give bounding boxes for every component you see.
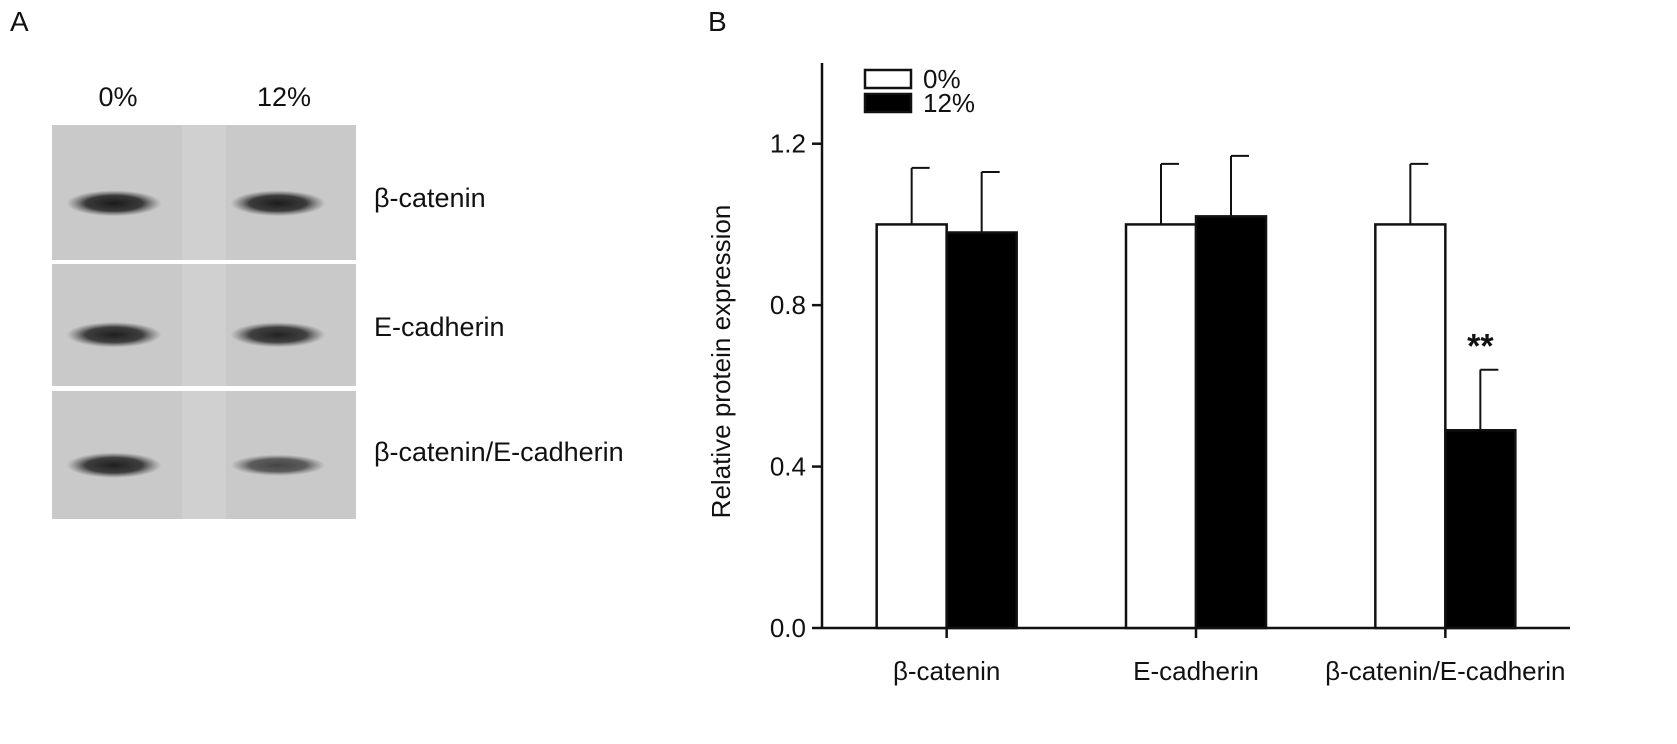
legend-swatch: [863, 68, 913, 90]
y-tick-label: 1.2: [770, 129, 806, 159]
blot-band: [66, 190, 162, 217]
legend-label: 12%: [923, 88, 975, 118]
bar-chart: 0.0 0.4 0.8 1.2 Relative protein expression β…: [706, 63, 1570, 686]
western-blot-strip-3: [52, 391, 356, 519]
blot-label-complex: β-catenin/E-cadherin: [374, 437, 624, 467]
bar: [1374, 223, 1447, 630]
blot-band: [230, 190, 326, 217]
blot-band: [66, 452, 162, 478]
x-tick-label: β-catenin/E-cadherin: [1325, 656, 1565, 686]
bar: [1444, 429, 1517, 630]
legend-swatch: [863, 92, 913, 114]
lane-label-0: 0%: [98, 82, 138, 112]
blot-lane-gap: [182, 125, 226, 260]
blot-band: [230, 322, 326, 348]
western-blot-strip-2: [52, 264, 356, 386]
bar: [1194, 215, 1268, 630]
blot-band: [230, 454, 326, 476]
blot-band: [66, 322, 162, 348]
blot-label-beta-catenin: β-catenin: [374, 183, 486, 213]
blot-lane-gap: [182, 264, 226, 386]
blot-lane-gap: [182, 391, 226, 519]
panel-a-letter: A: [10, 6, 29, 37]
y-axis-label: Relative protein expression: [706, 205, 736, 519]
legend-label: 0%: [923, 64, 961, 94]
y-tick-label: 0.8: [770, 290, 806, 320]
x-tick-label: β-catenin: [893, 656, 1000, 686]
bar: [875, 223, 948, 630]
x-tick-label: E-cadherin: [1133, 656, 1259, 686]
y-tick-label: 0.0: [770, 613, 806, 643]
bar: [945, 231, 1018, 630]
blot-label-e-cadherin: E-cadherin: [374, 312, 505, 342]
y-tick-label: 0.4: [770, 452, 806, 482]
bar: [1124, 223, 1198, 630]
western-blot-strip-1: [52, 125, 356, 260]
significance-marker: **: [1467, 328, 1494, 366]
lane-label-1: 12%: [256, 82, 312, 112]
panel-b-letter: B: [708, 6, 727, 37]
